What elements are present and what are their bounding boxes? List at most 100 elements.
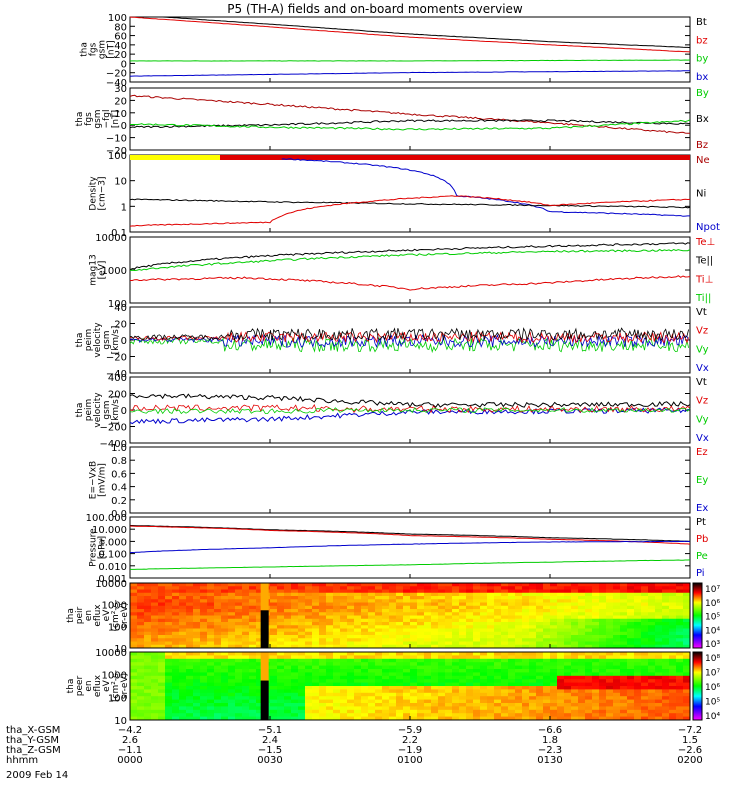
ytick-label-efield: 0.8 bbox=[111, 456, 127, 467]
ytick-label-fgs: 20 bbox=[114, 50, 127, 61]
footer-value: −1.5 bbox=[258, 745, 282, 756]
footer-label: tha_X-GSM bbox=[6, 725, 60, 736]
ytick-label-temperature: 1000 bbox=[102, 266, 127, 277]
series-fgs-dsl-5 bbox=[129, 119, 691, 129]
ylabel-peim-velocity-2: gsm bbox=[102, 400, 112, 419]
legend-peim-velocity-2: Vy bbox=[696, 414, 709, 425]
ytick-label-temperature: 10000 bbox=[95, 233, 127, 244]
ylabel-pressure: Pressure bbox=[89, 528, 99, 567]
legend-density: Ne bbox=[696, 155, 710, 166]
series-pressure-16 bbox=[130, 525, 691, 545]
ylabel-peer: eflux bbox=[93, 674, 103, 697]
footer-value: 0130 bbox=[537, 755, 562, 766]
ylabel-peir: eV bbox=[102, 609, 112, 622]
ylabel-temperature: [eV] bbox=[98, 261, 108, 280]
ylabel-peer: eV bbox=[102, 679, 112, 692]
spec-gap-peir bbox=[260, 583, 269, 611]
legend-pressure: Pt bbox=[696, 517, 706, 528]
legend-density: Ni bbox=[696, 189, 706, 200]
ytick-label-efield: 0.6 bbox=[111, 469, 127, 480]
ytick-label-density: 10 bbox=[114, 177, 127, 188]
ylabel-peim-velocity-2: peim bbox=[84, 399, 94, 422]
colorbar-label-peir: 10⁵ bbox=[705, 613, 720, 623]
footer-date: 2009 Feb 14 bbox=[6, 770, 69, 781]
ylabel-peir: eflux bbox=[93, 604, 103, 627]
ytick-label-efield: 0.0 bbox=[111, 509, 127, 520]
ytick-label-peer: 10 bbox=[114, 716, 127, 727]
velocity-noise-3 bbox=[129, 327, 689, 342]
ytick-label-peer: 1000 bbox=[102, 671, 127, 682]
ytick-label-fgs: 40 bbox=[114, 41, 127, 52]
footer-value: −1.9 bbox=[398, 745, 422, 756]
ytick-label-fgs-dsl: −20 bbox=[106, 146, 127, 157]
series-density-9 bbox=[129, 195, 691, 227]
panel-frame-temperature bbox=[129, 236, 691, 304]
legend-peim-velocity-2: Vx bbox=[696, 433, 709, 444]
ytick-label-peim-velocity-2: −400 bbox=[100, 439, 127, 450]
velocity-noise-1 bbox=[129, 333, 689, 348]
ylabel-peim-velocity: velocity bbox=[93, 322, 103, 358]
ylabel-peir: (cm²-s- bbox=[111, 599, 121, 631]
ylabel-efield: E=−VxB bbox=[89, 461, 99, 499]
ylabel-peim-velocity: tha bbox=[75, 333, 85, 348]
footer-label: tha_Z-GSM bbox=[6, 745, 61, 756]
ylabel-fgs-dsl: gsm bbox=[93, 109, 103, 128]
footer-value: 2.4 bbox=[262, 735, 278, 746]
footer-value: −2.3 bbox=[538, 745, 562, 756]
velocity-noise-0 bbox=[129, 336, 689, 354]
spec-gap-peir bbox=[260, 610, 269, 648]
series-fgs-0 bbox=[130, 16, 691, 49]
mode-bar-fast bbox=[220, 155, 690, 160]
footer-value: −7.2 bbox=[678, 725, 702, 736]
footer-value: −1.1 bbox=[118, 745, 142, 756]
ytick-label-peir: 10 bbox=[114, 644, 127, 655]
ytick-label-efield: 0.2 bbox=[111, 496, 127, 507]
footer-value: 0200 bbox=[677, 755, 702, 766]
ytick-label-fgs: 100 bbox=[108, 13, 127, 24]
legend-fgs: by bbox=[696, 54, 708, 65]
ytick-label-pressure: 10.000 bbox=[92, 525, 127, 536]
mode-bar-slow bbox=[130, 155, 220, 160]
ylabel-peim-velocity: gsm bbox=[102, 330, 112, 349]
legend-fgs: bx bbox=[696, 72, 708, 83]
series-pressure-17 bbox=[129, 540, 690, 554]
legend-fgs-dsl: Bz bbox=[696, 140, 708, 151]
ytick-label-pressure: 0.001 bbox=[98, 574, 127, 585]
colorbar-label-peer: 10⁶ bbox=[705, 683, 720, 693]
colorbar-label-peer: 10⁴ bbox=[705, 712, 720, 722]
ylabel-peer: peer bbox=[75, 675, 85, 696]
ylabel-fgs: gsm bbox=[98, 40, 108, 59]
footer-value: 1.5 bbox=[682, 735, 698, 746]
legend-fgs-dsl: By bbox=[696, 88, 709, 99]
series-fgs-2 bbox=[129, 59, 691, 62]
ylabel-fgs-dsl: [nT] bbox=[111, 110, 121, 128]
ytick-label-fgs-dsl: 0 bbox=[121, 121, 127, 132]
legend-efield: Ey bbox=[696, 475, 708, 486]
ytick-label-pressure: 100.000 bbox=[86, 513, 127, 524]
ylabel-peir: peir bbox=[75, 606, 85, 624]
spec-gap-peer bbox=[260, 652, 269, 681]
ytick-label-efield: 0.4 bbox=[111, 483, 127, 494]
legend-density: Npot bbox=[696, 222, 720, 233]
legend-peim-velocity: Vz bbox=[696, 326, 708, 337]
legend-pressure: Pb bbox=[696, 534, 708, 545]
series-temperature-12 bbox=[130, 275, 691, 291]
ytick-label-efield: 1.0 bbox=[111, 443, 127, 454]
ylabel-peer: sr-eV) bbox=[120, 673, 130, 699]
ytick-label-peim-velocity-2: −200 bbox=[100, 423, 127, 434]
ylabel-fgs-dsl: tha bbox=[75, 112, 85, 127]
series-peim-velocity-2-14 bbox=[129, 393, 691, 409]
footer-value: 2.2 bbox=[402, 735, 418, 746]
colorbar-label-peir: 10⁶ bbox=[705, 599, 720, 609]
footer-value: −5.1 bbox=[258, 725, 282, 736]
footer-value: −6.6 bbox=[538, 725, 562, 736]
legend-efield: Ez bbox=[696, 447, 708, 458]
ylabel-pressure: [nPa] bbox=[98, 536, 108, 559]
series-fgs-dsl-4 bbox=[129, 94, 691, 134]
footer-value: −2.6 bbox=[678, 745, 702, 756]
ytick-label-fgs: −20 bbox=[106, 69, 127, 80]
colorbar-label-peir: 10⁷ bbox=[705, 585, 720, 595]
velocity2-noise-1 bbox=[129, 407, 691, 415]
ytick-label-temperature: 100 bbox=[108, 299, 127, 310]
ylabel-peer: en bbox=[84, 680, 94, 691]
